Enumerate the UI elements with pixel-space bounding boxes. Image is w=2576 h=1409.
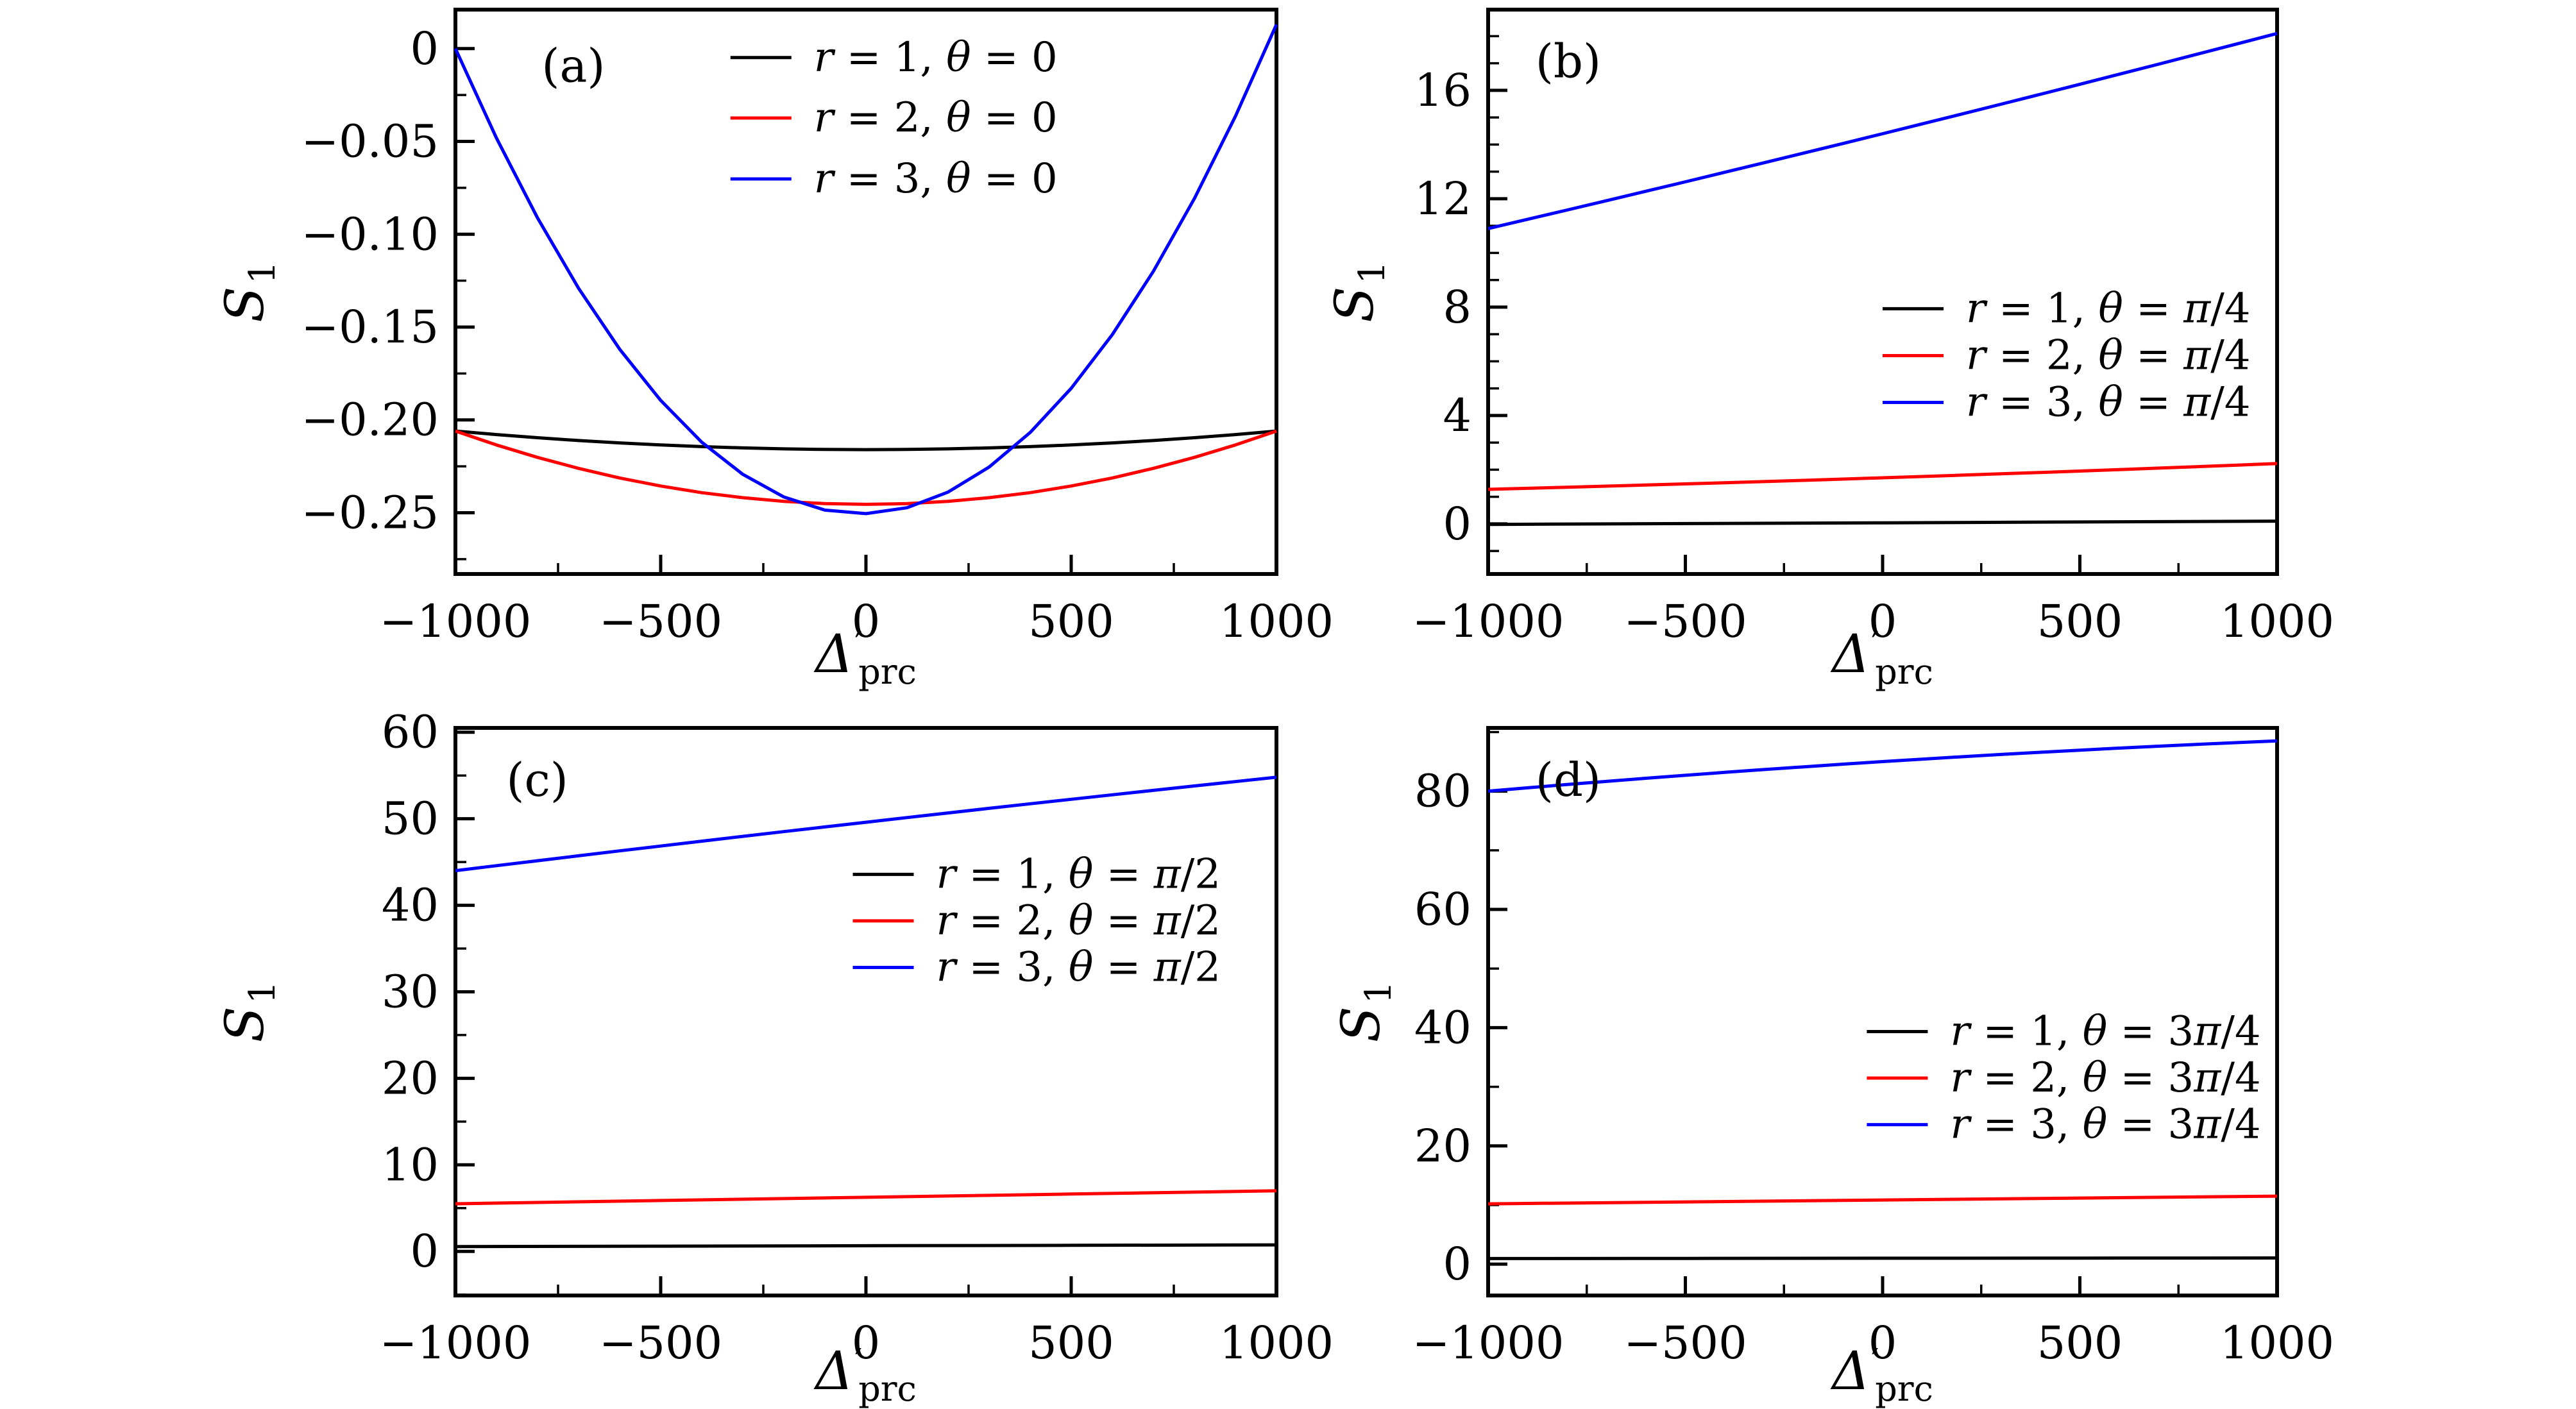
series-line-blue — [455, 775, 1277, 873]
x-tick-label: 1000 — [1219, 1317, 1334, 1369]
y-tick-label: 4 — [1443, 389, 1471, 442]
x-tick-label: 0 — [852, 1317, 881, 1369]
x-tick-label: −1000 — [380, 595, 532, 648]
y-tick-label: −0.15 — [301, 301, 439, 353]
legend-label: r = 2, θ = 3π/4 — [1950, 1054, 2260, 1102]
x-tick-label: −1000 — [380, 1317, 532, 1369]
series-line-blue — [1487, 739, 2278, 793]
series-line-blue — [1487, 31, 2278, 230]
legend-label: r = 1, θ = 0 — [814, 34, 1058, 81]
x-tick-label: −500 — [1623, 1317, 1747, 1369]
y-tick-label: 0 — [1443, 1238, 1471, 1290]
x-tick-label: 1000 — [2220, 1317, 2334, 1369]
y-tick-label: 30 — [382, 965, 439, 1018]
legend-label: r = 1, θ = π/4 — [1966, 285, 2251, 333]
panel-tag: (a) — [541, 39, 605, 93]
y-tick-label: 16 — [1414, 64, 1471, 117]
y-tick-label: 50 — [382, 793, 439, 845]
panel-c: −1000 −500 0 500 1000 0 10 20 30 40 50 60 r = 1, θ =… — [215, 706, 1334, 1409]
legend-label: r = 1, θ = π/2 — [936, 850, 1221, 898]
x-tick-label: −1000 — [1412, 595, 1564, 648]
panel-tag: (d) — [1536, 753, 1601, 807]
series-line-black — [1487, 1256, 2278, 1260]
legend-label: r = 3, θ = 3π/4 — [1950, 1101, 2260, 1149]
series-line-black — [455, 429, 1277, 451]
y-tick-label: 40 — [382, 879, 439, 932]
y-axis-label: S1 — [215, 261, 284, 323]
y-tick-label: 8 — [1443, 281, 1471, 333]
x-tick-label: −500 — [599, 595, 722, 648]
series-line-red — [1487, 462, 2278, 491]
y-tick-label: 10 — [382, 1138, 439, 1191]
panel-a: −1000 −500 0 500 1000 0 −0.05 −0.10 −0.15 −0.20 −0… — [215, 8, 1334, 692]
x-axis-label: Δ′ prc — [813, 624, 917, 692]
y-tick-label: 20 — [1414, 1120, 1471, 1172]
legend-label: r = 3, θ = π/4 — [1966, 379, 2251, 426]
legend-label: r = 3, θ = 0 — [814, 155, 1058, 203]
y-tick-label: −0.10 — [301, 208, 439, 260]
x-tick-label: 0 — [852, 595, 881, 648]
y-tick-label: −0.20 — [301, 394, 439, 446]
x-axis-label: Δ′ prc — [1830, 1341, 1933, 1409]
legend-label: r = 2, θ = π/4 — [1966, 332, 2251, 380]
x-tick-label: −500 — [599, 1317, 722, 1369]
legend-label: r = 1, θ = 3π/4 — [1950, 1008, 2260, 1056]
x-axis-label: Δ′ prc — [1830, 624, 1933, 692]
y-tick-label: 60 — [382, 706, 439, 759]
panel-d: −1000 −500 0 500 1000 0 20 40 60 80 r = 1, θ = 3π/… — [1331, 726, 2334, 1409]
y-tick-label: 0 — [1443, 498, 1471, 550]
y-tick-label: −0.05 — [301, 115, 439, 168]
y-axis-label: S1 — [1325, 261, 1393, 323]
panel-tag: (b) — [1536, 35, 1601, 89]
y-tick-label: 20 — [382, 1052, 439, 1104]
axes-frame — [453, 726, 1278, 1297]
series-line-black — [455, 1243, 1277, 1249]
x-tick-label: 1000 — [2220, 595, 2334, 648]
x-axis-label: Δ′ prc — [813, 1341, 917, 1409]
series-line-black — [1487, 519, 2278, 527]
y-tick-label: 12 — [1414, 173, 1471, 225]
x-tick-label: 0 — [1868, 1317, 1897, 1369]
series-line-blue — [453, 24, 1278, 516]
x-tick-label: 0 — [1868, 595, 1897, 648]
y-tick-label: 40 — [1414, 1001, 1471, 1054]
y-tick-label: 0 — [410, 22, 439, 75]
y-axis-label: S1 — [1331, 981, 1400, 1043]
series-line-red — [455, 429, 1277, 506]
x-tick-label: 500 — [1028, 595, 1114, 648]
panel-tag: (c) — [506, 753, 568, 807]
x-tick-label: −500 — [1623, 595, 1747, 648]
x-tick-label: −1000 — [1412, 1317, 1564, 1369]
x-tick-label: 500 — [1028, 1317, 1114, 1369]
x-tick-label: 1000 — [1219, 595, 1334, 648]
series-line-red — [1487, 1194, 2278, 1206]
legend-label: r = 3, θ = π/2 — [936, 944, 1221, 991]
y-tick-label: 0 — [410, 1225, 439, 1278]
x-tick-label: 500 — [2037, 1317, 2123, 1369]
y-axis-label: S1 — [215, 981, 284, 1043]
legend-label: r = 2, θ = 0 — [814, 94, 1058, 142]
legend-label: r = 2, θ = π/2 — [936, 897, 1221, 945]
y-tick-label: 80 — [1414, 765, 1471, 818]
y-tick-label: 60 — [1414, 883, 1471, 936]
series-line-red — [455, 1189, 1277, 1206]
y-tick-label: −0.25 — [301, 486, 439, 539]
x-tick-label: 500 — [2037, 595, 2123, 648]
